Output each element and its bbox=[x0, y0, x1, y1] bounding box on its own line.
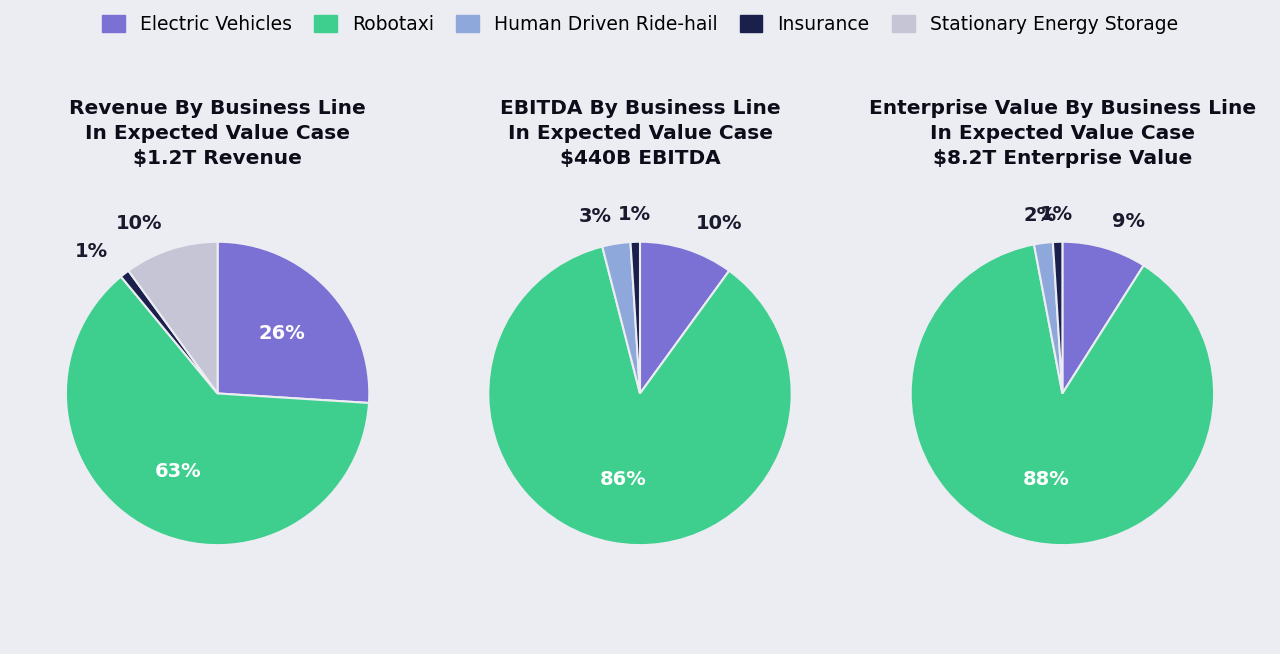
Wedge shape bbox=[128, 242, 218, 394]
Text: 1%: 1% bbox=[74, 243, 108, 262]
Legend: Electric Vehicles, Robotaxi, Human Driven Ride-hail, Insurance, Stationary Energ: Electric Vehicles, Robotaxi, Human Drive… bbox=[97, 9, 1183, 40]
Text: 10%: 10% bbox=[115, 214, 163, 233]
Wedge shape bbox=[1062, 242, 1144, 394]
Text: 2%: 2% bbox=[1024, 207, 1056, 226]
Wedge shape bbox=[640, 242, 730, 394]
Text: 9%: 9% bbox=[1112, 212, 1146, 231]
Text: 1%: 1% bbox=[1041, 205, 1074, 224]
Text: 10%: 10% bbox=[695, 214, 742, 233]
Text: 86%: 86% bbox=[600, 470, 646, 489]
Text: 63%: 63% bbox=[155, 462, 201, 481]
Wedge shape bbox=[65, 277, 369, 545]
Title: EBITDA By Business Line
In Expected Value Case
$440B EBITDA: EBITDA By Business Line In Expected Valu… bbox=[499, 99, 781, 167]
Title: Enterprise Value By Business Line
In Expected Value Case
$8.2T Enterprise Value: Enterprise Value By Business Line In Exp… bbox=[869, 99, 1256, 167]
Wedge shape bbox=[603, 242, 640, 394]
Wedge shape bbox=[488, 247, 792, 545]
Title: Revenue By Business Line
In Expected Value Case
$1.2T Revenue: Revenue By Business Line In Expected Val… bbox=[69, 99, 366, 167]
Wedge shape bbox=[631, 242, 640, 394]
Wedge shape bbox=[218, 242, 370, 403]
Wedge shape bbox=[1053, 242, 1062, 394]
Text: 26%: 26% bbox=[259, 324, 305, 343]
Text: 1%: 1% bbox=[618, 205, 652, 224]
Text: 88%: 88% bbox=[1023, 470, 1069, 489]
Wedge shape bbox=[1034, 242, 1062, 394]
Text: 3%: 3% bbox=[579, 207, 612, 226]
Wedge shape bbox=[120, 271, 218, 394]
Wedge shape bbox=[910, 245, 1215, 545]
